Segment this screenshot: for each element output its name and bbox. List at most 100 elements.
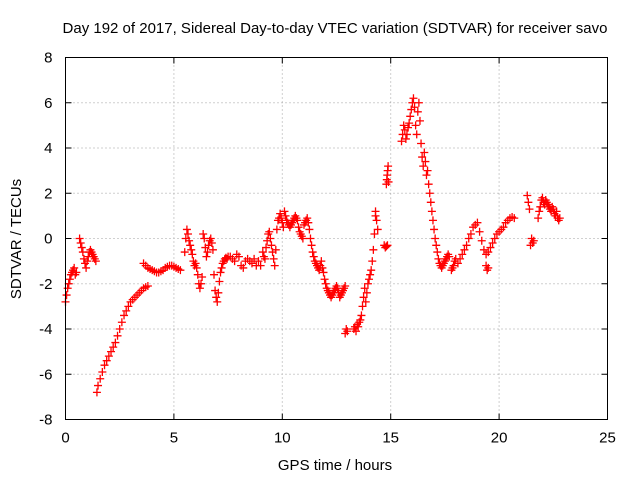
data-point bbox=[536, 202, 545, 211]
data-point bbox=[182, 225, 191, 234]
series-seg8 bbox=[341, 325, 352, 338]
data-point bbox=[343, 327, 352, 336]
data-point bbox=[230, 257, 239, 266]
y-tick-label: 0 bbox=[44, 231, 52, 248]
series-seg3 bbox=[75, 234, 100, 272]
data-point bbox=[191, 259, 200, 268]
data-point bbox=[272, 225, 281, 234]
data-point bbox=[63, 284, 72, 293]
data-point bbox=[458, 250, 467, 259]
data-point bbox=[426, 198, 435, 207]
data-point bbox=[432, 241, 441, 250]
x-tick-label: 25 bbox=[599, 430, 616, 447]
data-point bbox=[420, 148, 429, 157]
y-tick-label: -6 bbox=[39, 366, 52, 383]
data-point bbox=[113, 331, 122, 340]
y-tick-label: 4 bbox=[44, 140, 52, 157]
data-point bbox=[303, 214, 312, 223]
data-point bbox=[92, 388, 101, 397]
data-point bbox=[525, 205, 534, 214]
data-point bbox=[413, 107, 422, 116]
data-point bbox=[510, 214, 519, 223]
series-seg7 bbox=[258, 207, 350, 302]
data-point bbox=[250, 254, 259, 263]
data-point bbox=[460, 245, 469, 254]
data-point bbox=[473, 218, 482, 227]
data-point bbox=[262, 243, 271, 252]
data-point bbox=[369, 245, 378, 254]
data-point bbox=[449, 261, 458, 270]
data-point bbox=[383, 241, 392, 250]
data-point bbox=[176, 266, 185, 275]
series-seg15 bbox=[482, 261, 493, 275]
data-point bbox=[197, 279, 205, 288]
data-point bbox=[404, 123, 413, 132]
data-point bbox=[260, 254, 269, 263]
data-point bbox=[111, 338, 120, 347]
data-point bbox=[366, 270, 375, 279]
data-point bbox=[414, 98, 423, 107]
data-point bbox=[216, 268, 225, 277]
y-tick-label: 2 bbox=[44, 185, 52, 202]
data-point bbox=[358, 302, 367, 311]
data-point bbox=[410, 103, 419, 112]
data-point bbox=[107, 347, 116, 356]
data-point bbox=[267, 241, 276, 250]
data-point bbox=[354, 322, 363, 331]
data-point bbox=[428, 216, 437, 225]
data-point bbox=[247, 259, 256, 268]
data-point bbox=[409, 94, 418, 103]
data-point bbox=[102, 356, 111, 365]
data-point bbox=[183, 229, 192, 238]
data-point bbox=[360, 284, 369, 293]
data-point bbox=[466, 229, 475, 238]
series-seg2 bbox=[71, 268, 81, 279]
data-point bbox=[423, 166, 432, 175]
data-point bbox=[70, 263, 79, 272]
x-tick-label: 10 bbox=[274, 430, 291, 447]
data-point bbox=[186, 241, 195, 250]
x-tick-label: 15 bbox=[382, 430, 399, 447]
data-point bbox=[72, 268, 81, 277]
data-point bbox=[187, 245, 196, 254]
plot-frame bbox=[65, 57, 608, 420]
y-tick-labels: -8 -6 -4 -2 0 2 4 6 8 bbox=[39, 50, 52, 429]
series-seg11 bbox=[380, 241, 392, 252]
data-point bbox=[122, 306, 131, 315]
data-point bbox=[534, 214, 543, 223]
data-point bbox=[276, 209, 285, 218]
data-point bbox=[484, 248, 493, 257]
data-point bbox=[192, 263, 201, 272]
data-point bbox=[98, 367, 107, 376]
data-point bbox=[445, 252, 454, 261]
data-point bbox=[207, 239, 216, 248]
data-point bbox=[402, 130, 411, 139]
data-point bbox=[212, 293, 221, 302]
data-point bbox=[368, 257, 377, 266]
data-point bbox=[185, 236, 194, 245]
data-point bbox=[306, 234, 315, 243]
x-tick-label: 0 bbox=[61, 430, 69, 447]
data-point bbox=[309, 252, 318, 261]
data-point bbox=[320, 275, 329, 284]
data-point bbox=[464, 234, 473, 243]
data-point bbox=[524, 198, 533, 207]
series-seg9 bbox=[349, 211, 380, 336]
data-point bbox=[117, 318, 126, 327]
data-point bbox=[453, 259, 462, 268]
series-seg6 bbox=[180, 225, 265, 306]
data-point bbox=[479, 245, 488, 254]
data-point bbox=[419, 162, 428, 171]
data-point bbox=[405, 119, 414, 128]
data-point bbox=[352, 327, 361, 336]
data-point bbox=[384, 162, 393, 171]
data-point bbox=[475, 227, 484, 236]
data-point bbox=[397, 137, 406, 146]
series-seg12 bbox=[382, 162, 393, 189]
data-point bbox=[307, 241, 316, 250]
data-point bbox=[305, 225, 314, 234]
data-point bbox=[421, 157, 430, 166]
data-point bbox=[193, 270, 202, 279]
data-point bbox=[417, 139, 426, 148]
data-point bbox=[277, 214, 286, 223]
